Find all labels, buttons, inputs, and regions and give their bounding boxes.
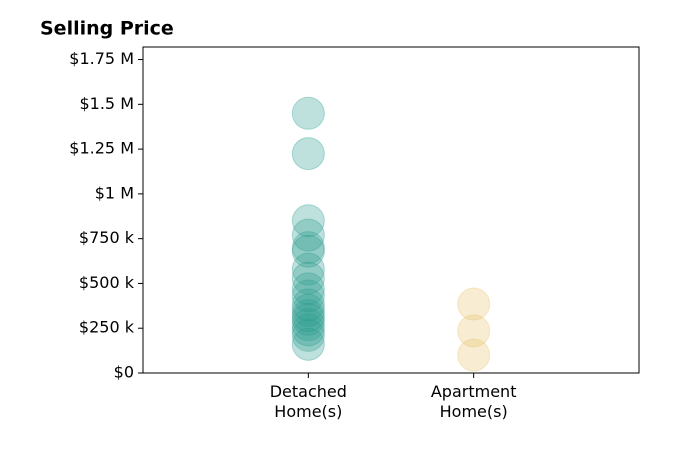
point [457, 338, 491, 372]
point [291, 96, 325, 130]
point [291, 272, 325, 306]
point [291, 204, 325, 238]
plot-frame [142, 46, 640, 374]
point [291, 231, 325, 265]
point [291, 261, 325, 295]
point [291, 252, 325, 286]
point [457, 287, 491, 321]
point [291, 137, 325, 171]
point [291, 299, 325, 333]
point [291, 293, 325, 327]
y-tick-label: $1.75 M [69, 49, 134, 68]
x-tick-label: Detached Home(s) [270, 382, 347, 421]
point [291, 327, 325, 361]
y-tick-label: $1.25 M [69, 139, 134, 158]
y-tick-label: $250 k [79, 318, 135, 337]
point [291, 218, 325, 252]
point [291, 288, 325, 322]
y-tick-label: $500 k [79, 273, 135, 292]
y-tick-label: $1 M [95, 183, 134, 202]
point [291, 302, 325, 336]
x-tick-label: Apartment Home(s) [431, 382, 517, 421]
y-tick-label: $750 k [79, 228, 135, 247]
point [291, 308, 325, 342]
point [291, 279, 325, 313]
point [291, 313, 325, 347]
point [291, 234, 325, 268]
y-tick-label: $0 [114, 363, 134, 382]
chart-title: Selling Price [40, 18, 174, 40]
y-tick-label: $1.5 M [79, 94, 134, 113]
point [457, 314, 491, 348]
point [291, 318, 325, 352]
